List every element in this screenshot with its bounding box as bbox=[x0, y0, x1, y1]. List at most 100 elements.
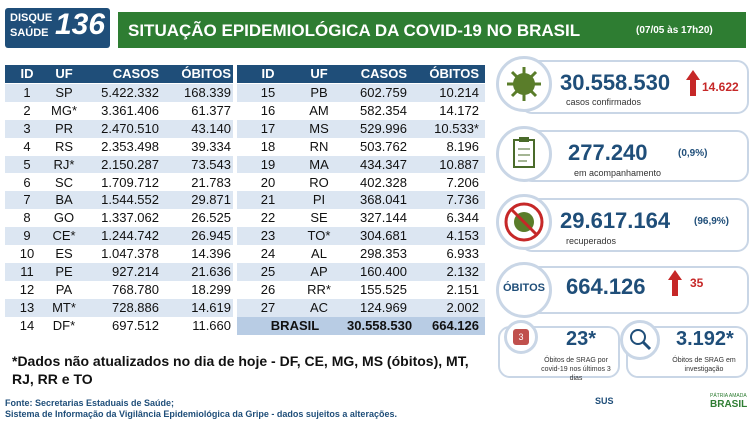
table-row bbox=[5, 209, 233, 228]
table-cell: 697.512 bbox=[112, 317, 159, 333]
column-header: ID bbox=[261, 66, 275, 81]
increase: 35 bbox=[690, 276, 704, 290]
table-header bbox=[237, 65, 485, 83]
table-cell: 14.396 bbox=[191, 246, 231, 262]
logo-line: SAÚDE bbox=[10, 27, 49, 39]
table-cell: 7 bbox=[23, 192, 31, 208]
value: 29.617.164 bbox=[560, 208, 671, 233]
table-cell: 14 bbox=[19, 317, 35, 333]
table-cell: MG* bbox=[51, 102, 77, 118]
table-cell: 61.377 bbox=[191, 102, 231, 118]
table-cell: 1.244.742 bbox=[101, 228, 159, 244]
column-header: ÓBITOS bbox=[429, 66, 479, 81]
table-cell: PA bbox=[55, 281, 73, 297]
table-cell: 25 bbox=[260, 264, 276, 279]
table-cell: 9 bbox=[23, 228, 31, 244]
table-row bbox=[237, 227, 485, 246]
table-cell: 304.681 bbox=[360, 228, 407, 244]
table-row bbox=[237, 137, 485, 156]
table-cell: 19 bbox=[260, 156, 276, 172]
table-cell: 168.339 bbox=[184, 85, 231, 100]
table-cell: 1.544.552 bbox=[101, 192, 159, 208]
table-cell: 503.762 bbox=[360, 138, 407, 154]
deaths-title: ÓBITOS bbox=[503, 282, 545, 294]
table-cell: SC bbox=[54, 174, 74, 190]
table-row bbox=[5, 245, 233, 263]
table-row bbox=[5, 173, 233, 192]
table-cell: 582.354 bbox=[360, 102, 407, 118]
logo: DISQUE SAÚDE 136 bbox=[5, 8, 110, 48]
table-cell: 434.347 bbox=[360, 156, 407, 172]
no-virus-icon bbox=[504, 202, 544, 242]
table-row bbox=[237, 263, 485, 281]
table-row bbox=[5, 298, 233, 317]
table-cell: 4 bbox=[23, 138, 31, 154]
value: 277.240 bbox=[568, 140, 648, 165]
column-header: CASOS bbox=[360, 66, 407, 81]
table-row bbox=[237, 280, 485, 299]
table-cell: 7.206 bbox=[446, 174, 479, 190]
label: Óbitos de SRAG em investigação bbox=[672, 357, 736, 373]
table-cell: RN bbox=[309, 138, 329, 154]
table-cell: 73.543 bbox=[191, 156, 231, 172]
table-row bbox=[237, 101, 485, 120]
table-cell: 14.172 bbox=[439, 102, 479, 118]
percent: (96,9%) bbox=[694, 216, 730, 227]
table-row bbox=[5, 280, 233, 299]
table-cell: 13 bbox=[19, 299, 35, 315]
card bbox=[520, 60, 749, 114]
card bbox=[520, 130, 749, 182]
table-cell: SE bbox=[310, 210, 328, 226]
table-cell: MS bbox=[309, 120, 329, 136]
table-cell: AM bbox=[309, 102, 329, 118]
table-cell: MT* bbox=[52, 299, 76, 315]
table-header bbox=[5, 65, 233, 83]
table-cell: 17 bbox=[260, 120, 276, 136]
table-row bbox=[5, 84, 233, 102]
table-row bbox=[237, 245, 485, 263]
table-cell: 12 bbox=[19, 281, 35, 297]
brand: BRASIL bbox=[710, 399, 748, 410]
table-cell: SP bbox=[55, 85, 73, 100]
table-cell: 298.353 bbox=[360, 246, 407, 262]
increase: 14.622 bbox=[702, 80, 739, 94]
column-header: CASOS bbox=[112, 66, 159, 81]
table-row bbox=[237, 155, 485, 174]
icon bbox=[496, 56, 552, 112]
table-cell: AL bbox=[311, 246, 327, 262]
table-cell: 6.933 bbox=[446, 246, 479, 262]
table-cell: 43.140 bbox=[191, 120, 231, 136]
table-cell: 8 bbox=[23, 210, 31, 226]
table-cell: 14.619 bbox=[191, 299, 231, 315]
table-cell: 11.660 bbox=[192, 317, 231, 333]
table-cell: GO bbox=[53, 210, 75, 226]
table-cell: 11 bbox=[20, 264, 34, 279]
table-cell: 10.533* bbox=[434, 120, 479, 136]
table-cell: 402.328 bbox=[360, 174, 407, 190]
sus-logo: SUS bbox=[595, 396, 614, 406]
table-cell: RJ* bbox=[53, 156, 75, 172]
table-cell: 39.334 bbox=[191, 138, 231, 154]
percent: (0,9%) bbox=[678, 148, 708, 159]
table-cell: 27 bbox=[260, 299, 276, 315]
table-cell: 16 bbox=[260, 102, 276, 118]
timestamp: (07/05 às 17h20) bbox=[636, 25, 713, 36]
title: SITUAÇÃO EPIDEMIOLÓGICA DA COVID-19 NO B… bbox=[128, 21, 581, 40]
logo-line: DISQUE bbox=[10, 12, 53, 24]
table-cell: 8.196 bbox=[446, 138, 479, 154]
table-cell: 327.144 bbox=[360, 210, 407, 226]
table-cell: DF* bbox=[52, 317, 76, 333]
table-cell: 2.002 bbox=[446, 299, 479, 315]
table-cell: 3.361.406 bbox=[101, 102, 159, 118]
table-cell: 15 bbox=[260, 85, 276, 100]
table-cell: 927.214 bbox=[112, 264, 159, 279]
table-cell: AP bbox=[310, 264, 328, 279]
table-cell: 24 bbox=[260, 246, 276, 262]
table-cell: 7.736 bbox=[446, 192, 479, 208]
table-cell: PE bbox=[55, 264, 73, 279]
total-row bbox=[237, 316, 485, 335]
total-cell: 30.558.530 bbox=[347, 317, 413, 333]
label: Óbitos de SRAG por covid-19 nos últimos … bbox=[541, 357, 611, 382]
table-cell: 3 bbox=[23, 120, 31, 136]
table-row bbox=[5, 316, 233, 335]
